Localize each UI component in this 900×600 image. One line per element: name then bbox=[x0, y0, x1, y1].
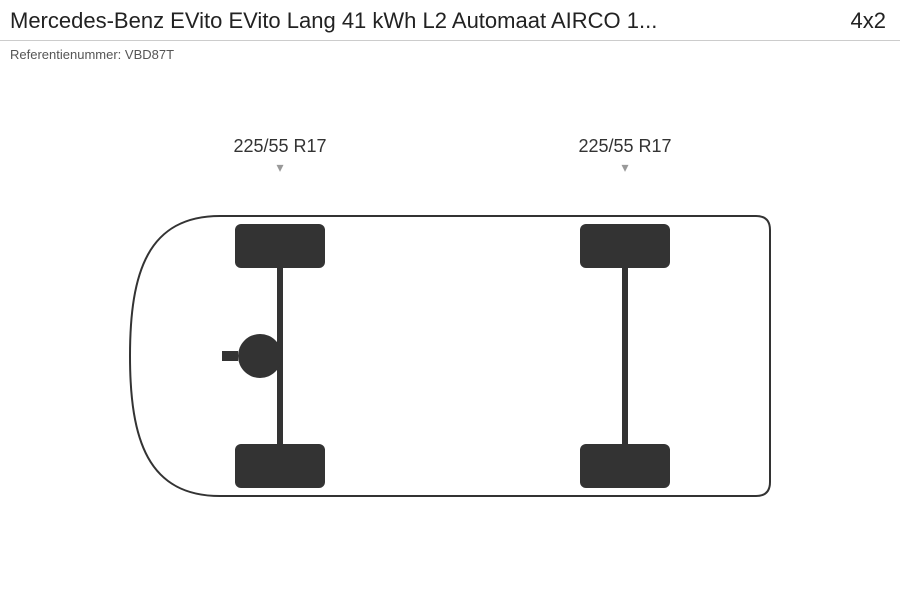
reference-value: VBD87T bbox=[125, 47, 174, 62]
tire-size-label: 225/55 R17▾ bbox=[233, 136, 326, 176]
drive-config: 4x2 bbox=[851, 8, 886, 34]
pointer-down-icon: ▾ bbox=[578, 159, 671, 176]
reference-label: Referentienummer: bbox=[10, 47, 121, 62]
header: Mercedes-Benz EVito EVito Lang 41 kWh L2… bbox=[0, 0, 900, 41]
tire-size-label: 225/55 R17▾ bbox=[578, 136, 671, 176]
pointer-down-icon: ▾ bbox=[233, 159, 326, 176]
axle-diagram: 225/55 R17▾ 225/55 R17▾ bbox=[0, 66, 900, 586]
vehicle-schematic-svg bbox=[0, 66, 900, 586]
vehicle-title: Mercedes-Benz EVito EVito Lang 41 kWh L2… bbox=[10, 8, 831, 34]
reference-row: Referentienummer: VBD87T bbox=[0, 41, 900, 66]
